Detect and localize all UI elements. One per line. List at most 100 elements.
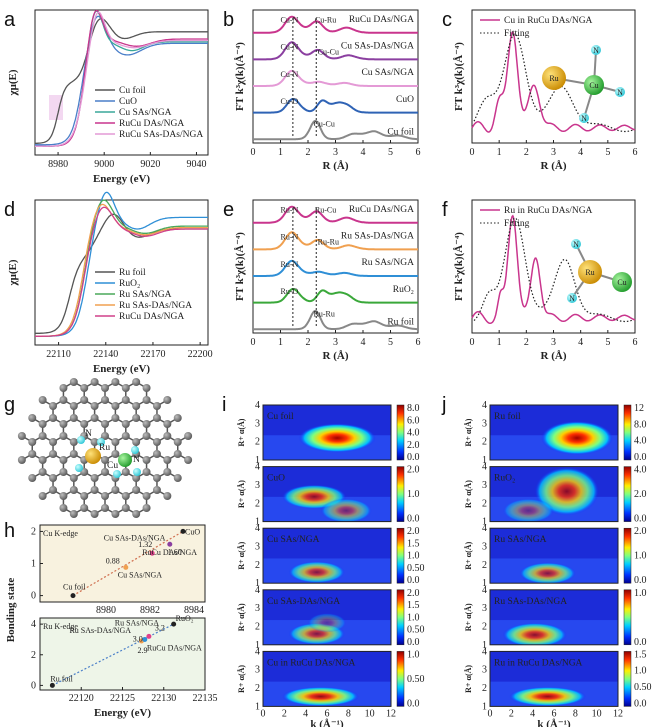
c-atom: [28, 450, 37, 458]
heatmap-layer: [263, 423, 391, 460]
y-axis-label: R+ α(Å): [464, 480, 473, 508]
c-atom: [142, 492, 151, 500]
x-tick-label: 1: [278, 337, 283, 348]
colorbar: [623, 404, 632, 461]
subplot-title: Ru K-edge: [43, 622, 78, 631]
x-tick-label: 0: [251, 147, 256, 158]
heatmap-frame: [262, 589, 392, 646]
y-axis-label: R+ α(Å): [464, 418, 473, 446]
panel-label-a: a: [4, 9, 16, 31]
x-tick-label: 5: [605, 147, 610, 158]
highlight-region: [49, 95, 63, 120]
heatmap-layer: [490, 558, 618, 584]
c-atom: [121, 492, 130, 500]
y-axis-label: R+ α(Å): [237, 665, 246, 693]
y-tick-label: 2: [255, 498, 260, 509]
x-tick-label: 5: [605, 337, 610, 348]
y-tick-label: 2: [482, 437, 487, 448]
c-atom: [173, 438, 182, 446]
c-atom: [142, 504, 151, 512]
x-tick-label: 2: [306, 337, 311, 348]
x-axis-label: R (Å): [323, 350, 349, 362]
colorbar-label: 2.0: [407, 440, 420, 451]
x-tick-label: 0: [251, 337, 256, 348]
x-axis-label: Energy (eV): [94, 707, 151, 719]
colorbar-label: 2.0: [407, 465, 420, 476]
c-atom: [132, 378, 141, 386]
series-label: Cu SAs/NGA: [361, 68, 414, 78]
panel-label-d: d: [4, 199, 15, 221]
y-tick-label: 2: [31, 650, 36, 661]
c-atom: [101, 432, 109, 440]
cu-atom: [584, 75, 604, 95]
c-atom: [17, 432, 26, 440]
heatmap-layer: [490, 620, 618, 645]
x-tick-label: 10: [592, 708, 602, 719]
panel-label-f: f: [442, 199, 448, 221]
x-tick-label: 4: [530, 708, 535, 719]
c-atom: [173, 474, 182, 482]
c-atom: [121, 384, 130, 392]
c-atom: [80, 504, 89, 512]
x-axis-label: Energy (eV): [93, 363, 150, 375]
legend-entry: Ru foil: [119, 267, 146, 278]
legend-entry: RuCu DAs/NGA: [119, 312, 184, 322]
c-atom: [17, 456, 26, 464]
x-tick-label: 0: [261, 708, 266, 719]
n-atom: [567, 293, 577, 303]
x-tick-label: 22140: [93, 349, 118, 360]
c-atom: [152, 486, 161, 494]
peak-annotation: Cu-N: [281, 70, 299, 79]
colorbar-label: 4.0: [634, 436, 647, 447]
series-label: Ru SAs/NGA: [361, 258, 414, 268]
colorbar-label: 2.0: [407, 526, 420, 537]
c-atom: [142, 420, 151, 428]
colorbar-label: 0.0: [407, 698, 420, 709]
y-axis-label: R+ α(Å): [237, 541, 246, 569]
colorbar-label: 1.5: [634, 649, 647, 660]
series-label: Cu SAs-DAs/NGA: [341, 42, 414, 52]
series-label: Cu foil: [387, 126, 414, 137]
series-line-1: [253, 231, 418, 251]
heatmap-frame: [489, 650, 619, 707]
series-line-0: [253, 205, 418, 224]
colorbar-label: 0.0: [407, 637, 420, 648]
x-tick-label: 8984: [184, 605, 204, 616]
y-tick-label: 2: [482, 498, 487, 509]
series-line-fit: [473, 217, 634, 323]
x-tick-label: 12: [386, 708, 396, 719]
x-tick-label: 4: [361, 337, 366, 348]
y-tick-label: 2: [482, 683, 487, 694]
y-tick-label: 2: [482, 560, 487, 571]
legend-entry: Ru SAs-DAs/NGA: [119, 301, 192, 311]
graphene-lattice: [17, 378, 193, 518]
series-line-0: [253, 15, 418, 34]
y-tick-label: 3: [482, 418, 487, 429]
legend-entry: Fitting: [504, 29, 530, 39]
x-tick-label: 8: [573, 708, 578, 719]
peak-annotation: Cu-O: [281, 97, 299, 106]
x-tick-label: 22130: [151, 693, 176, 704]
x-tick-label: 22125: [110, 693, 135, 704]
c-atom: [80, 420, 89, 428]
ru-atom: [578, 260, 602, 284]
heatmap-frame: [489, 466, 619, 523]
x-tick-label: 4: [361, 147, 366, 158]
heatmap-layer: [263, 681, 391, 707]
y-axis-label: FT k³χ(k)(Å⁻⁴): [234, 42, 246, 111]
c-atom: [132, 486, 141, 494]
colorbar: [623, 589, 632, 646]
x-tick-label: 9020: [140, 159, 160, 170]
x-tick-label: 8982: [140, 605, 160, 616]
peak-annotation: Cu-Cu: [314, 119, 335, 128]
panel-label-c: c: [442, 9, 452, 31]
c-atom: [49, 474, 58, 482]
y-tick-label: 2: [31, 526, 36, 537]
y-axis-label: R+ α(Å): [464, 541, 473, 569]
y-tick-label: 1: [255, 455, 260, 466]
panel-label-i: i: [222, 394, 226, 416]
c-atom: [142, 384, 151, 392]
y-tick-label: 2: [482, 621, 487, 632]
plot-root: a 8980 9000 9020 9040 Energy (eV) χμ(E) Cu foil…: [4, 9, 652, 727]
c-atom: [173, 450, 182, 458]
